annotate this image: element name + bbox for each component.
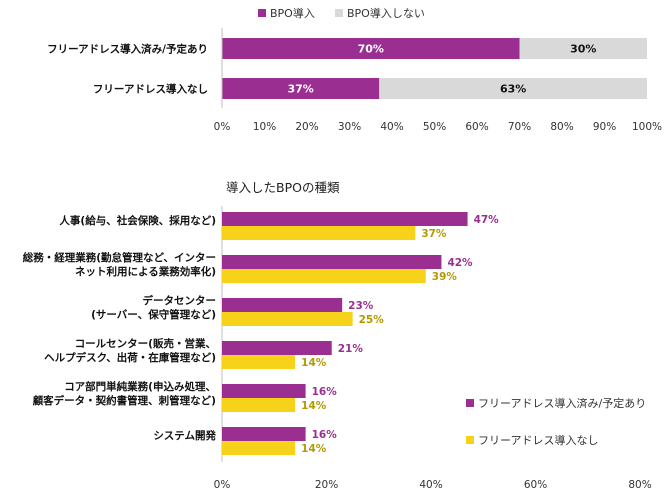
category-label: システム開発 (153, 429, 216, 442)
category-label: フリーアドレス導入済み/予定あり (47, 43, 208, 56)
chart-title: 導入したBPOの種類 (226, 180, 340, 195)
bar (222, 355, 296, 369)
bar-segment (379, 78, 647, 99)
legend-label-1: フリーアドレス導入済み/予定あり (478, 396, 646, 410)
bar-value-label: 39% (432, 271, 458, 283)
x-tick-label: 40% (380, 121, 403, 133)
category-label: ヘルプデスク、出荷・在庫管理など) (44, 351, 216, 364)
legend-swatch-1 (258, 9, 266, 17)
bar-value-label: 21% (338, 343, 364, 355)
category-label: フリーアドレス導入なし (93, 83, 208, 96)
bar-value-label: 25% (359, 314, 385, 326)
category-label: コア部門単純業務(申込み処理、 (64, 380, 216, 393)
category-label: 顧客データ・契約書管理、刺管理など) (33, 394, 216, 407)
x-tick-label: 60% (524, 479, 547, 491)
legend-swatch-2 (335, 9, 343, 17)
bar-value-label: 37% (287, 83, 313, 96)
x-tick-label: 80% (628, 479, 651, 491)
bar-value-label: 70% (358, 43, 384, 56)
category-label: コールセンター(販売・営業、 (75, 337, 216, 350)
x-tick-label: 70% (508, 121, 531, 133)
x-tick-label: 60% (465, 121, 488, 133)
legend-swatch-1 (466, 399, 474, 407)
bar-segment (519, 38, 647, 59)
x-tick-label: 80% (550, 121, 573, 133)
bar-value-label: 16% (312, 429, 338, 441)
bar (222, 255, 442, 269)
bar (222, 312, 353, 326)
x-tick-label: 20% (315, 479, 338, 491)
bar-value-label: 63% (500, 83, 526, 96)
legend-label-1: BPO導入 (270, 6, 315, 20)
bar (222, 269, 426, 283)
category-label: (サーバー、保守管理など) (91, 308, 216, 321)
bar-value-label: 14% (301, 400, 327, 412)
legend-label-2: フリーアドレス導入なし (478, 433, 599, 447)
x-tick-label: 10% (253, 121, 276, 133)
category-label: 総務・経理業務(勤怠管理など、インター (23, 251, 216, 264)
x-tick-label: 50% (423, 121, 446, 133)
x-tick-label: 0% (214, 479, 231, 491)
category-label: データセンター (143, 294, 217, 307)
bar (222, 341, 332, 355)
bar (222, 398, 296, 412)
bar-segment (222, 38, 520, 59)
bar-value-label: 42% (447, 257, 473, 269)
bar (222, 212, 468, 226)
bar-segment (222, 78, 380, 99)
bar-value-label: 47% (474, 214, 500, 226)
bar-value-label: 30% (570, 43, 596, 56)
bar (222, 226, 416, 240)
category-label: 人事(給与、社会保険、採用など) (59, 214, 216, 227)
x-tick-label: 90% (593, 121, 616, 133)
x-tick-label: 20% (295, 121, 318, 133)
bar-value-label: 16% (312, 386, 338, 398)
x-tick-label: 40% (419, 479, 442, 491)
bar-value-label: 14% (301, 357, 327, 369)
bar (222, 441, 296, 455)
bar-value-label: 37% (421, 228, 447, 240)
bar-value-label: 23% (348, 300, 374, 312)
legend-label-2: BPO導入しない (347, 6, 425, 20)
bar (222, 427, 306, 441)
bar-value-label: 14% (301, 443, 327, 455)
bar (222, 384, 306, 398)
x-tick-label: 30% (338, 121, 361, 133)
category-label: ネット利用による業務効率化) (75, 265, 216, 278)
x-tick-label: 100% (632, 121, 662, 133)
bar (222, 298, 343, 312)
legend-swatch-2 (466, 436, 474, 444)
x-tick-label: 0% (214, 121, 231, 133)
